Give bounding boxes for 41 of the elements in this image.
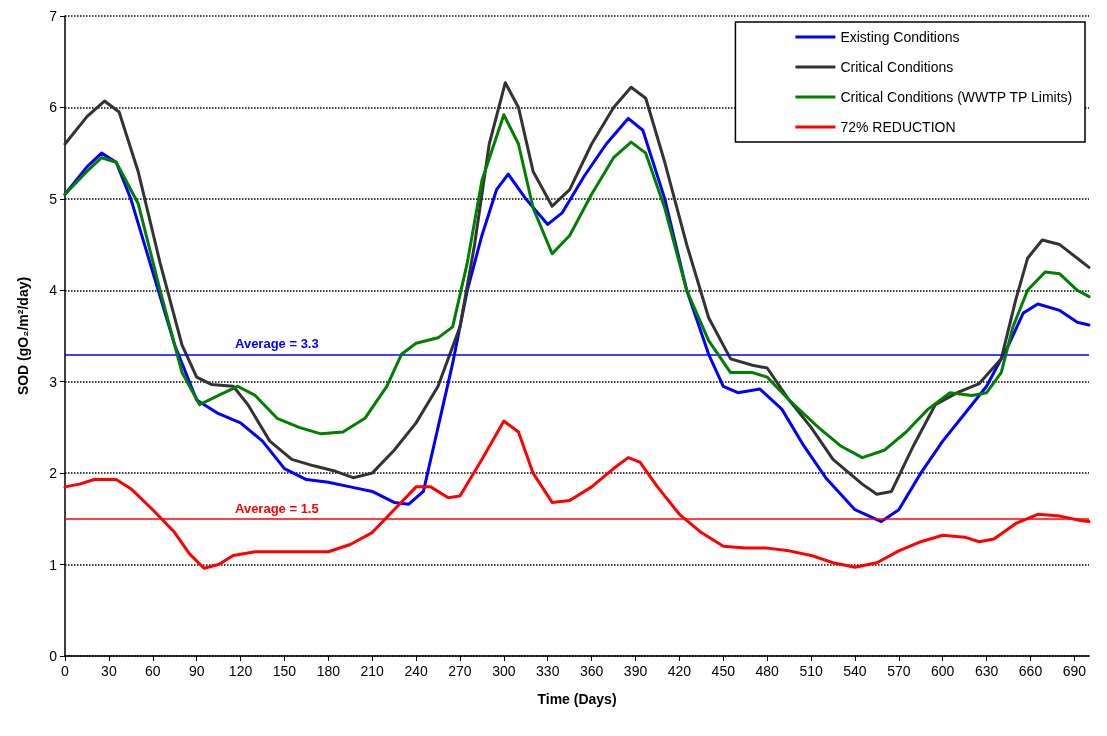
line-series [63, 113, 1091, 460]
x-tick-label: 90 [188, 663, 205, 679]
x-tick-label: 180 [316, 663, 341, 679]
x-tick-label: 240 [404, 663, 428, 679]
x-tick-label: 420 [667, 663, 692, 679]
x-tick-label: 360 [579, 663, 604, 679]
x-tick-label: 210 [360, 663, 385, 679]
ref-line-label: Average = 3.3 [235, 336, 319, 352]
y-tick-label: 6 [49, 99, 58, 116]
y-tick-label: 1 [49, 556, 58, 573]
y-tick-label: 4 [49, 282, 58, 299]
x-tick-label: 390 [623, 663, 648, 679]
x-tick-label: 660 [1018, 663, 1043, 679]
x-tick-label: 300 [492, 663, 516, 679]
legend-label: Critical Conditions [840, 59, 954, 75]
x-tick-label: 120 [228, 663, 253, 679]
x-tick-label: 30 [101, 663, 117, 679]
x-tick-label: 690 [1062, 663, 1087, 679]
y-tick-label: 0 [49, 648, 58, 664]
x-tick-label: 600 [931, 663, 955, 679]
ref-line-label: Average = 1.5 [235, 500, 319, 516]
y-axis-title: SOD (gO₂/m²/day) [15, 276, 31, 396]
y-tick-label: 2 [49, 465, 58, 482]
x-tick-label: 540 [843, 663, 867, 679]
x-tick-label: 330 [536, 663, 560, 679]
y-tick-label: 7 [49, 8, 58, 24]
y-tick-label: 5 [49, 190, 58, 207]
x-tick-label: 570 [887, 663, 911, 679]
legend-label: Critical Conditions (WWTP TP Limits) [840, 89, 1073, 105]
x-axis-title: Time (Days) [537, 691, 617, 707]
x-tick-label: 510 [799, 663, 823, 679]
legend-label: 72% REDUCTION [840, 119, 956, 135]
x-tick-label: 450 [711, 663, 736, 679]
legend-label: Existing Conditions [840, 29, 960, 45]
x-tick-label: 630 [974, 663, 999, 679]
x-tick-label: 0 [61, 663, 70, 679]
y-tick-label: 3 [49, 373, 58, 390]
x-tick-label: 150 [272, 663, 297, 679]
x-tick-label: 480 [755, 663, 780, 679]
x-tick-label: 270 [448, 663, 472, 679]
x-tick-label: 60 [144, 663, 161, 679]
